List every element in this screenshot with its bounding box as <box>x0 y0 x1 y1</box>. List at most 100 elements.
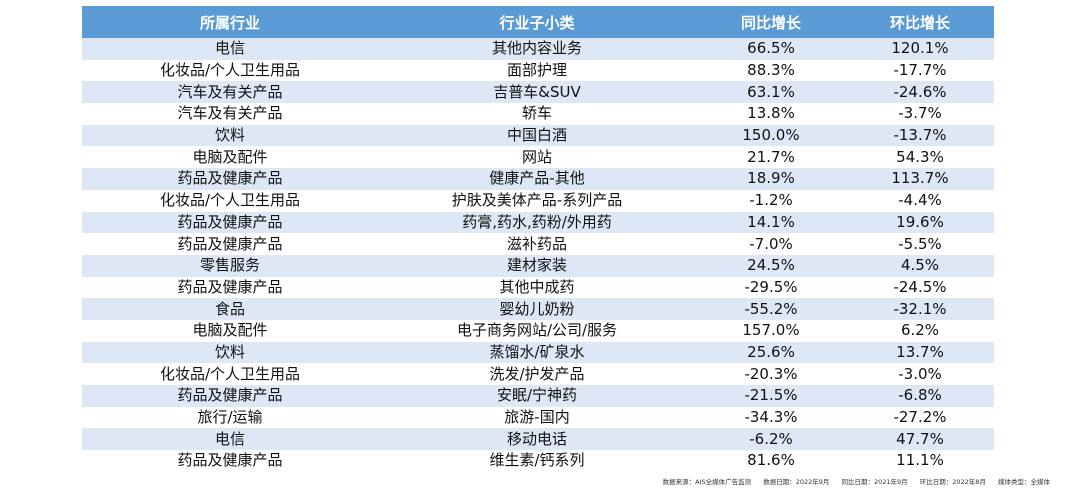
cell-yoy-growth: 66.5% <box>696 38 846 60</box>
header-subcategory: 行业子小类 <box>378 6 696 38</box>
cell-subcategory: 旅游-国内 <box>378 406 696 429</box>
cell-mom-growth: 13.7% <box>846 341 994 364</box>
cell-industry: 电脑及配件 <box>82 319 378 342</box>
cell-mom-growth: -24.5% <box>846 276 994 299</box>
cell-yoy-growth: -6.2% <box>696 428 846 451</box>
table-row: 汽车及有关产品 轿车 13.8% -3.7% <box>82 103 994 125</box>
cell-subcategory: 安眠/宁神药 <box>378 385 696 407</box>
cell-subcategory: 蒸馏水/矿泉水 <box>378 341 696 364</box>
cell-yoy-growth: 14.1% <box>696 211 846 234</box>
cell-yoy-growth: -7.0% <box>696 233 846 255</box>
cell-mom-growth: -27.2% <box>846 406 994 429</box>
cell-mom-growth: 120.1% <box>846 38 994 60</box>
cell-industry: 药品及健康产品 <box>82 168 378 190</box>
cell-industry: 旅行/运输 <box>82 406 378 429</box>
table-row: 饮料 蒸馏水/矿泉水 25.6% 13.7% <box>82 341 994 364</box>
cell-subcategory: 吉普车&SUV <box>378 81 696 104</box>
cell-yoy-growth: 88.3% <box>696 59 846 82</box>
cell-subcategory: 轿车 <box>378 103 696 125</box>
footnote-mom-date: 环比日期：2022年8月 <box>919 478 986 486</box>
cell-subcategory: 建材家装 <box>378 254 696 277</box>
cell-mom-growth: -13.7% <box>846 124 994 147</box>
cell-subcategory: 维生素/钙系列 <box>378 450 696 472</box>
cell-subcategory: 面部护理 <box>378 59 696 82</box>
cell-mom-growth: 6.2% <box>846 319 994 342</box>
cell-mom-growth: 113.7% <box>846 168 994 190</box>
cell-industry: 汽车及有关产品 <box>82 103 378 125</box>
table-row: 电脑及配件 电子商务网站/公司/服务 157.0% 6.2% <box>82 319 994 342</box>
cell-yoy-growth: -20.3% <box>696 363 846 385</box>
cell-mom-growth: -32.1% <box>846 298 994 320</box>
table-row: 药品及健康产品 其他中成药 -29.5% -24.5% <box>82 276 994 299</box>
cell-subcategory: 中国白酒 <box>378 124 696 147</box>
cell-yoy-growth: 13.8% <box>696 103 846 125</box>
cell-yoy-growth: 81.6% <box>696 450 846 472</box>
table-row: 饮料 中国白酒 150.0% -13.7% <box>82 124 994 147</box>
cell-mom-growth: 54.3% <box>846 146 994 169</box>
cell-yoy-growth: -55.2% <box>696 298 846 320</box>
cell-mom-growth: 11.1% <box>846 450 994 472</box>
source-footnote: 数据来源：AIS全媒体广告监测 数据日期：2022年9月 同比日期：2021年9… <box>653 476 1050 486</box>
footnote-yoy-date: 同比日期：2021年9月 <box>841 478 908 486</box>
footnote-data-date: 数据日期：2022年9月 <box>763 478 830 486</box>
cell-industry: 化妆品/个人卫生用品 <box>82 59 378 82</box>
cell-industry: 药品及健康产品 <box>82 450 378 472</box>
cell-yoy-growth: 150.0% <box>696 124 846 147</box>
table-header: 所属行业 行业子小类 同比增长 环比增长 <box>82 6 994 38</box>
cell-industry: 电脑及配件 <box>82 146 378 169</box>
cell-industry: 电信 <box>82 428 378 451</box>
cell-mom-growth: -17.7% <box>846 59 994 82</box>
cell-yoy-growth: -1.2% <box>696 189 846 212</box>
footnote-source: 数据来源：AIS全媒体广告监测 <box>662 478 752 486</box>
header-mom-growth: 环比增长 <box>846 6 994 38</box>
cell-mom-growth: -4.4% <box>846 189 994 212</box>
table-row: 化妆品/个人卫生用品 面部护理 88.3% -17.7% <box>82 59 994 82</box>
table-row: 药品及健康产品 维生素/钙系列 81.6% 11.1% <box>82 450 994 472</box>
table-row: 药品及健康产品 滋补药品 -7.0% -5.5% <box>82 233 994 255</box>
cell-yoy-growth: 63.1% <box>696 81 846 104</box>
cell-industry: 饮料 <box>82 124 378 147</box>
cell-yoy-growth: -29.5% <box>696 276 846 299</box>
cell-industry: 药品及健康产品 <box>82 211 378 234</box>
cell-yoy-growth: 21.7% <box>696 146 846 169</box>
cell-mom-growth: -3.0% <box>846 363 994 385</box>
cell-subcategory: 护肤及美体产品-系列产品 <box>378 189 696 212</box>
cell-yoy-growth: -34.3% <box>696 406 846 429</box>
table-row: 药品及健康产品 药膏,药水,药粉/外用药 14.1% 19.6% <box>82 211 994 234</box>
cell-subcategory: 药膏,药水,药粉/外用药 <box>378 211 696 234</box>
header-industry: 所属行业 <box>82 6 378 38</box>
cell-yoy-growth: 18.9% <box>696 168 846 190</box>
table-row: 化妆品/个人卫生用品 洗发/护发产品 -20.3% -3.0% <box>82 363 994 385</box>
footnote-media-type: 媒体类型：全媒体 <box>998 478 1050 486</box>
cell-industry: 药品及健康产品 <box>82 385 378 407</box>
cell-industry: 电信 <box>82 38 378 60</box>
data-table-container: 所属行业 行业子小类 同比增长 环比增长 电信 其他内容业务 66.5% 120.1%… <box>82 6 994 472</box>
table-row: 化妆品/个人卫生用品 护肤及美体产品-系列产品 -1.2% -4.4% <box>82 189 994 212</box>
cell-mom-growth: 4.5% <box>846 254 994 277</box>
cell-mom-growth: -5.5% <box>846 233 994 255</box>
header-yoy-growth: 同比增长 <box>696 6 846 38</box>
cell-subcategory: 滋补药品 <box>378 233 696 255</box>
cell-subcategory: 其他内容业务 <box>378 38 696 60</box>
cell-industry: 零售服务 <box>82 254 378 277</box>
cell-mom-growth: -6.8% <box>846 385 994 407</box>
cell-mom-growth: -3.7% <box>846 103 994 125</box>
cell-yoy-growth: 24.5% <box>696 254 846 277</box>
table-row: 电信 其他内容业务 66.5% 120.1% <box>82 38 994 60</box>
table-row: 食品 婴幼儿奶粉 -55.2% -32.1% <box>82 298 994 320</box>
cell-industry: 食品 <box>82 298 378 320</box>
table-row: 旅行/运输 旅游-国内 -34.3% -27.2% <box>82 406 994 429</box>
table-body: 电信 其他内容业务 66.5% 120.1% 化妆品/个人卫生用品 面部护理 88.3% -1… <box>82 38 994 472</box>
table-row: 药品及健康产品 安眠/宁神药 -21.5% -6.8% <box>82 385 994 407</box>
cell-subcategory: 网站 <box>378 146 696 169</box>
cell-yoy-growth: 25.6% <box>696 341 846 364</box>
cell-subcategory: 健康产品-其他 <box>378 168 696 190</box>
table-row: 零售服务 建材家装 24.5% 4.5% <box>82 254 994 277</box>
cell-subcategory: 婴幼儿奶粉 <box>378 298 696 320</box>
table-row: 电信 移动电话 -6.2% 47.7% <box>82 428 994 451</box>
cell-industry: 汽车及有关产品 <box>82 81 378 104</box>
cell-industry: 药品及健康产品 <box>82 276 378 299</box>
cell-yoy-growth: 157.0% <box>696 319 846 342</box>
cell-subcategory: 电子商务网站/公司/服务 <box>378 319 696 342</box>
cell-mom-growth: 19.6% <box>846 211 994 234</box>
